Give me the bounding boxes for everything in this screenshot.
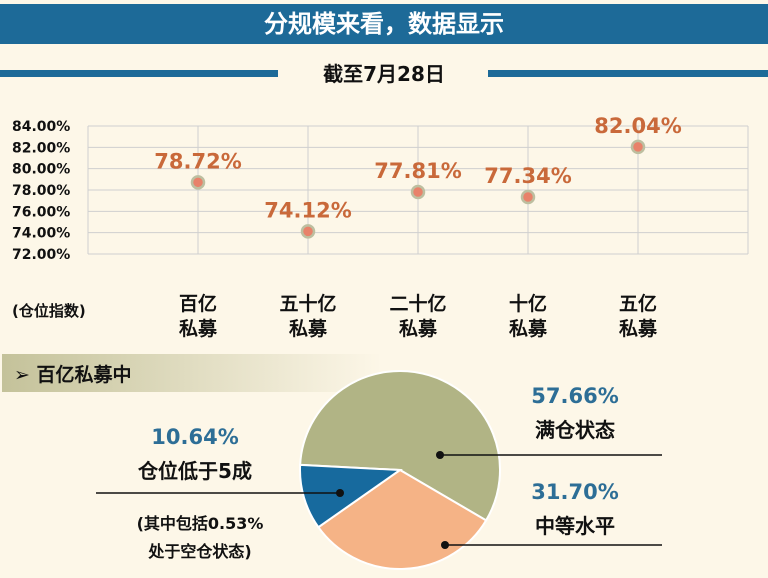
section-band <box>2 354 382 392</box>
data-label: 78.72% <box>154 149 241 173</box>
arrow-icon: ➢ <box>14 364 37 386</box>
pie-slice <box>299 463 403 529</box>
leader-dot <box>436 451 444 459</box>
divider-right <box>488 70 768 77</box>
slice-name-full: 满仓状态 <box>535 418 615 442</box>
x-tick-label: 私募 <box>289 318 328 340</box>
x-tick-label: 私募 <box>509 318 548 340</box>
y-axis-label: (仓位指数) <box>12 302 86 320</box>
data-point <box>300 224 316 239</box>
data-label: 77.81% <box>374 159 461 183</box>
x-tick-label: 百亿 <box>179 292 217 315</box>
date-subtitle: 截至7月28日 <box>323 62 445 86</box>
scatter-chart: 84.00% 82.00% 80.00% 78.00% 76.00% 74.00% 72.0… <box>12 114 749 340</box>
pie-slice <box>299 370 501 522</box>
slice-label-mid: 31.70% <box>531 480 619 504</box>
leader-dot <box>336 489 344 497</box>
slice-label-full: 57.66% <box>531 384 619 408</box>
slice-label-low: 10.64% <box>151 425 239 449</box>
note-line-2: 处于空仓状态) <box>148 542 252 561</box>
data-point <box>630 139 646 155</box>
y-tick-label: 74.00% <box>12 226 70 242</box>
x-tick-label: 私募 <box>399 318 438 340</box>
main-title: 分规模来看，数据显示 <box>0 4 768 44</box>
slice-name-mid: 中等水平 <box>535 514 615 538</box>
x-tick-label: 五十亿 <box>279 292 336 315</box>
y-tick-label: 80.00% <box>12 162 70 178</box>
y-tick-label: 84.00% <box>12 119 70 135</box>
y-tick-label: 82.00% <box>12 140 70 156</box>
data-label: 74.12% <box>264 198 351 222</box>
section-title: ➢ 百亿私募中 <box>14 364 132 386</box>
note-line-1: (其中包括0.53% <box>136 514 264 533</box>
x-tick-label: 二十亿 <box>389 292 446 315</box>
x-tick-label: 十亿 <box>509 292 547 315</box>
y-tick-label: 76.00% <box>12 204 70 220</box>
data-label: 77.34% <box>484 164 571 188</box>
data-point <box>520 189 536 205</box>
divider-left <box>0 70 278 77</box>
x-tick-label: 五亿 <box>619 292 657 315</box>
x-tick-label: 私募 <box>179 318 218 340</box>
y-tick-label: 72.00% <box>12 247 70 263</box>
slice-name-low: 仓位低于5成 <box>138 459 252 483</box>
data-point <box>190 175 206 190</box>
data-point <box>410 184 426 200</box>
x-tick-label: 私募 <box>619 318 658 340</box>
data-label: 82.04% <box>594 114 681 138</box>
leader-dot <box>441 541 449 549</box>
y-tick-label: 78.00% <box>12 183 70 199</box>
